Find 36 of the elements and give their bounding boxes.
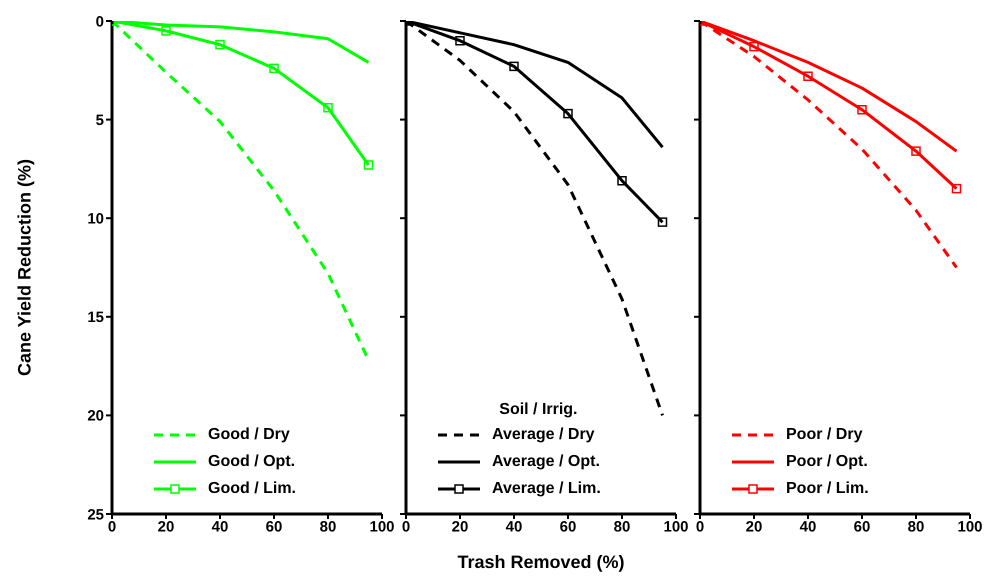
x-tick-label: 20: [452, 518, 468, 536]
legend-label: Poor / Opt.: [786, 452, 868, 470]
legend-label: Average / Opt.: [492, 452, 600, 470]
x-tick-label: 60: [266, 518, 282, 536]
x-tick-label: 100: [369, 518, 395, 536]
legend-label: Average / Lim.: [492, 480, 601, 498]
legend-label: Poor / Lim.: [786, 480, 869, 498]
legend-label: Poor / Dry: [786, 426, 862, 444]
x-tick-label: 80: [908, 518, 924, 536]
x-tick-label: 20: [158, 518, 174, 536]
x-tick-label: 40: [212, 518, 228, 536]
x-tick-label: 80: [320, 518, 336, 536]
x-axis-title: Trash Removed (%): [457, 552, 625, 572]
x-tick-label: 0: [696, 518, 704, 536]
x-tick-label: 40: [800, 518, 816, 536]
x-tick-label: 80: [614, 518, 630, 536]
legend-title: Soil / Irrig.: [498, 401, 578, 419]
legend-label: Average / Dry: [492, 426, 595, 444]
y-tick-label: 0: [96, 13, 104, 30]
legend-label: Good / Dry: [208, 426, 290, 444]
x-tick-label: 0: [108, 518, 116, 536]
x-tick-label: 0: [402, 518, 410, 536]
x-tick-label: 60: [560, 518, 576, 536]
y-tick-label: 15: [87, 309, 104, 326]
x-tick-label: 40: [506, 518, 522, 536]
x-tick-label: 100: [957, 518, 983, 536]
x-tick-label: 20: [746, 518, 762, 536]
y-tick-label: 5: [96, 112, 104, 129]
legend-label: Good / Opt.: [208, 452, 296, 470]
y-axis-title: Cane Yield Reduction (%): [14, 158, 34, 376]
x-tick-label: 100: [663, 518, 689, 536]
y-tick-label: 25: [87, 506, 104, 524]
x-tick-label: 60: [854, 518, 870, 536]
y-tick-label: 10: [87, 210, 104, 228]
legend-label: Good / Lim.: [208, 480, 296, 498]
y-tick-label: 20: [87, 408, 104, 425]
